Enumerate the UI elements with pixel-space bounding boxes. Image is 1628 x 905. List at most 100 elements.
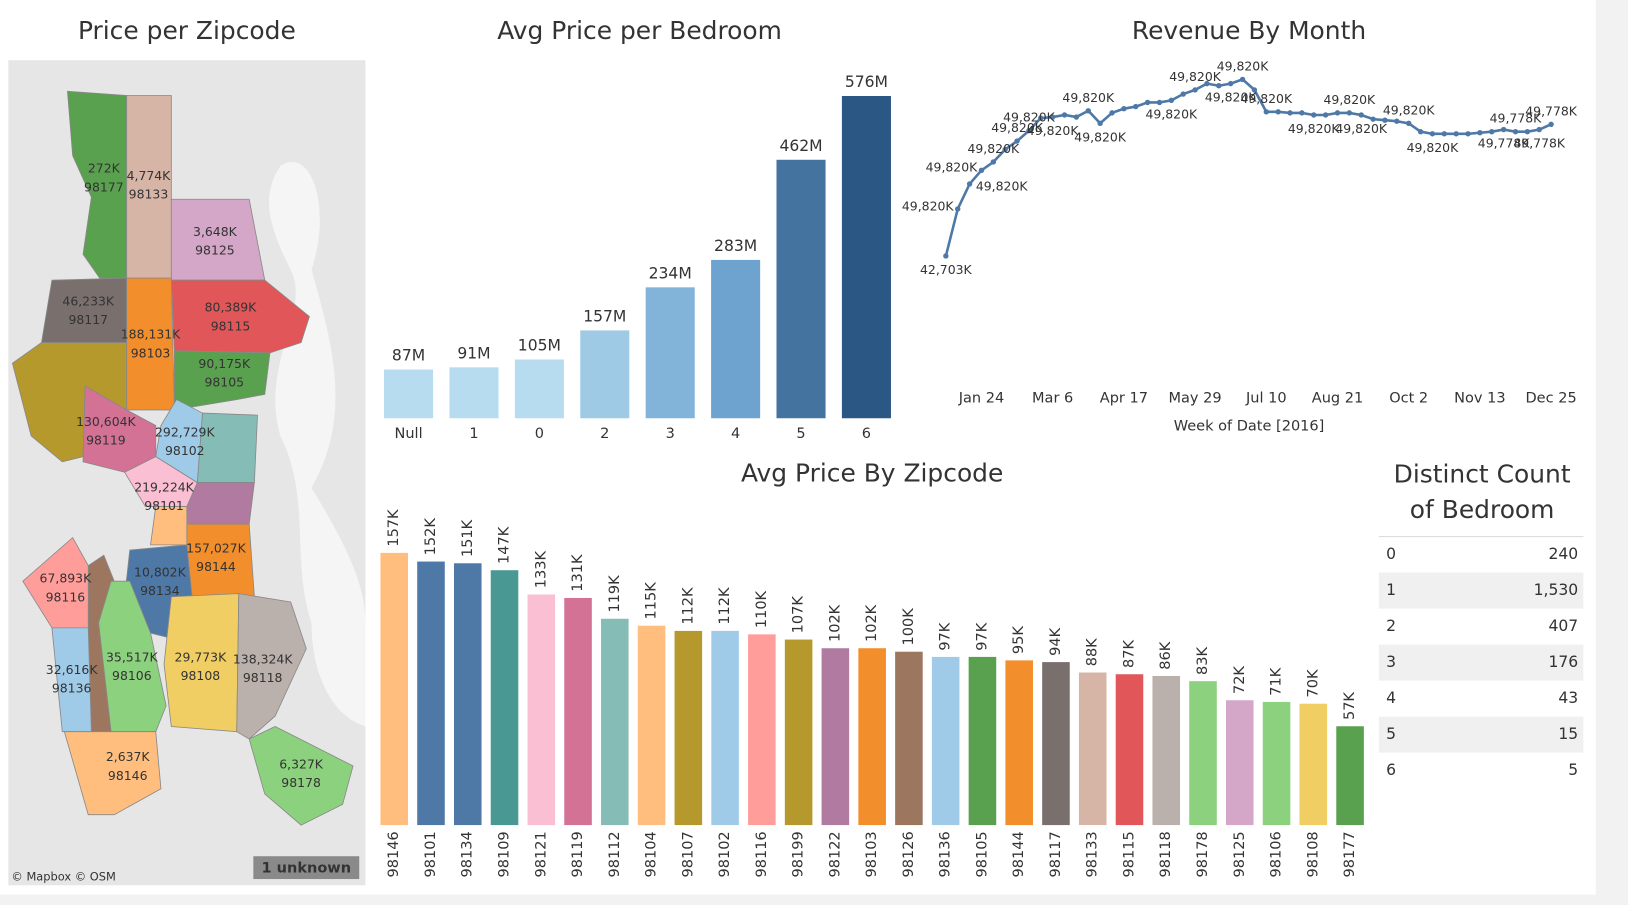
map-region [174,350,271,411]
x-tick-label: 98177 [1342,831,1358,877]
x-tick-label: 98115 [1121,831,1137,877]
bar [449,367,499,419]
region-zip-label: 98103 [131,345,171,360]
table-row-label: 3 [1386,653,1396,671]
region-value-label: 272K [88,161,121,176]
line-point [1311,112,1317,118]
region-value-label: 219,224K [134,479,194,494]
map-region [163,593,240,733]
unknown-badge: 1 unknown [262,861,352,877]
line-point [1417,128,1424,135]
bar-value-label: 112K [680,587,696,625]
bar-value-label: 576M [845,73,888,91]
line-point [1500,126,1507,133]
region-zip-label: 98108 [181,668,221,683]
x-tick-label: 98102 [717,831,733,877]
point-annotation: 49,820K [991,120,1044,135]
line-point [1192,87,1198,93]
bar [1225,700,1254,826]
bar-value-label: 119K [607,575,623,613]
line-point [1465,131,1471,137]
point-annotation: 49,820K [1003,110,1056,125]
region-zip-label: 98178 [281,775,321,790]
bar [776,159,826,419]
bar [453,563,482,826]
line-point [1275,109,1281,115]
x-tick-label: 98104 [644,831,660,877]
region-value-label: 90,175K [198,356,251,371]
line-point [1263,109,1269,115]
line-point [1204,80,1210,87]
map-water [269,161,366,727]
bar-value-label: 83K [1195,646,1211,674]
table-row-band [1378,716,1584,753]
bar-value-label: 97K [974,622,990,650]
x-tick-label: 98105 [974,831,990,877]
bar [931,656,960,826]
region-zip-label: 98119 [86,433,126,448]
region-zip-label: 98144 [196,559,236,574]
table-cell-value: 5 [1568,761,1578,779]
line-point [1061,112,1068,118]
line-point [1382,117,1388,123]
region-value-label: 292,729K [155,424,215,439]
line-point [1370,116,1376,122]
line-point [1524,128,1531,135]
x-tick-label: 98136 [938,831,954,877]
bar-value-label: 95K [1011,626,1027,654]
x-tick-label: Null [394,426,422,442]
line-point [1548,121,1554,128]
x-tick-label: 98178 [1195,831,1211,877]
region-zip-label: 98116 [46,589,86,604]
point-annotation: 49,820K [967,141,1020,156]
x-tick-label: Dec 25 [1526,391,1577,407]
line-point [1453,131,1459,137]
map-region [41,277,128,343]
x-tick-label: Nov 13 [1454,391,1505,407]
region-zip-label: 98105 [204,374,244,389]
bar-value-label: 102K [827,604,843,642]
region-value-label: 80,389K [205,300,258,315]
bar-value-label: 71K [1269,667,1285,695]
bar-value-label: 97K [938,622,954,650]
point-annotation: 49,778K [1513,136,1566,151]
line-point [966,181,973,187]
bar-value-label: 105M [518,337,561,355]
x-tick-label: 98133 [1085,831,1101,877]
region-zip-label: 98115 [211,318,251,333]
point-annotation: 49,820K [902,198,955,213]
map-region [248,726,354,826]
line-point [1085,108,1091,114]
x-tick-label: Jul 10 [1245,391,1287,407]
x-tick-label: 98109 [497,831,513,877]
x-axis-label: Week of Date [2016] [1174,419,1325,435]
x-tick-label: 98199 [791,831,807,877]
line-point [1251,87,1258,93]
x-tick-label: Jan 24 [958,391,1004,407]
region-value-label: 32,616K [46,662,99,677]
bar [637,625,666,826]
x-tick-label: Apr 17 [1100,391,1148,407]
x-tick-label: Aug 21 [1312,391,1363,407]
region-value-label: 6,327K [279,756,324,771]
region-zip-label: 98134 [140,583,180,598]
bar-value-label: 100K [901,608,917,646]
map-attribution: © Mapbox © OSM [11,869,115,883]
bar [384,369,434,419]
bar-value-label: 87K [1121,640,1137,668]
bar-value-label: 283M [714,237,757,255]
table-row-label: 6 [1386,761,1396,779]
point-annotation: 49,820K [1027,123,1080,138]
line-point [1346,110,1353,116]
x-tick-label: 98118 [1158,831,1174,877]
region-value-label: 10,802K [134,564,187,579]
bar [645,287,695,419]
bar [1115,674,1144,826]
bar-value-label: 131K [570,554,586,592]
region-zip-label: 98133 [129,187,169,202]
bar-value-label: 107K [791,596,807,634]
point-annotation: 49,778K [1525,103,1578,118]
chart-title: Revenue By Month [1132,16,1366,45]
line-point [1168,97,1175,104]
